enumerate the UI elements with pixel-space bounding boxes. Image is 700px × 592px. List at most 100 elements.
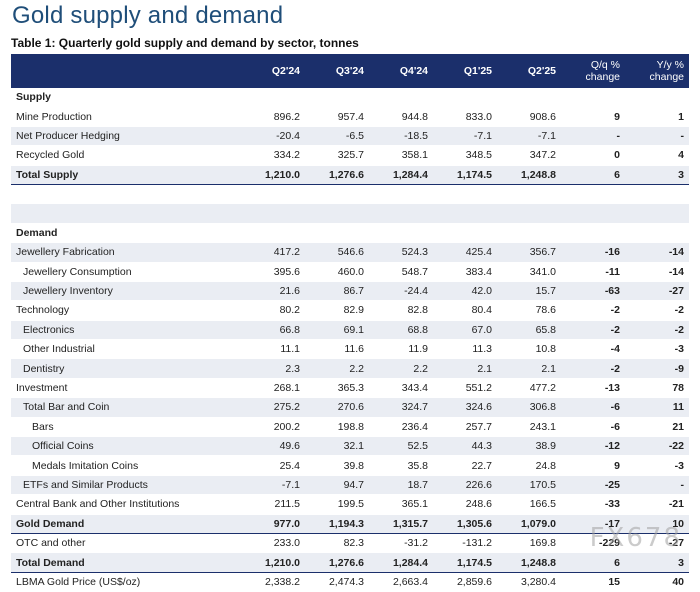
cell-value: 21.6 [241, 281, 305, 302]
table-row: Investment 268.1 365.3 343.4 551.2 477.2 -13 78 [11, 378, 689, 399]
cell-value: 944.8 [369, 106, 433, 127]
spacer-row [11, 184, 689, 205]
cell-value: -20.4 [241, 126, 305, 147]
cell-value: 1,284.4 [369, 165, 433, 185]
cell-value: 39.8 [305, 455, 369, 476]
watermark: FX678 [589, 523, 682, 553]
table-row: Total Supply 1,210.0 1,276.6 1,284.4 1,174.5… [11, 165, 689, 185]
header-q2-24: Q2'24 [241, 54, 305, 88]
row-label: Mine Production [11, 106, 241, 127]
cell-value: 365.3 [305, 378, 369, 399]
row-label: Electronics [11, 320, 241, 341]
row-label: Total Demand [11, 552, 241, 573]
table-row: LBMA Gold Price (US$/oz) 2,338.2 2,474.3 2,… [11, 572, 689, 592]
cell-value: 348.5 [433, 145, 497, 166]
cell-value: 35.8 [369, 455, 433, 476]
empty-cell [497, 223, 561, 244]
cell-qq-change: - [561, 126, 625, 147]
header-qq-change: Q/q % change [561, 54, 625, 88]
cell-yy-change: -3 [625, 455, 689, 476]
row-label: Medals Imitation Coins [11, 455, 241, 476]
cell-value: 383.4 [433, 262, 497, 282]
cell-qq-change: 15 [561, 572, 625, 592]
empty-cell [369, 223, 433, 244]
cell-value: 166.5 [497, 494, 561, 515]
table-row: Jewellery Consumption 395.6 460.0 548.7 383.… [11, 262, 689, 282]
cell-qq-change: 6 [561, 552, 625, 573]
cell-yy-change: -22 [625, 436, 689, 457]
cell-yy-change: - [625, 475, 689, 496]
cell-value: 10.8 [497, 339, 561, 360]
row-label: Technology [11, 300, 241, 321]
cell-value: 82.9 [305, 300, 369, 321]
cell-value: 94.7 [305, 475, 369, 496]
cell-value: 343.4 [369, 378, 433, 399]
header-q2-25: Q2'25 [497, 54, 561, 88]
table-row: Official Coins 49.6 32.1 52.5 44.3 38.9 -12 -22 [11, 436, 689, 457]
cell-value: 2.1 [497, 358, 561, 379]
empty-cell [433, 203, 497, 224]
header-qq-line2: change [585, 71, 620, 83]
empty-cell [561, 88, 625, 108]
cell-value: -31.2 [369, 533, 433, 554]
cell-value: 1,248.8 [497, 552, 561, 573]
cell-value: 200.2 [241, 417, 305, 438]
empty-cell [497, 184, 561, 205]
empty-cell [369, 203, 433, 224]
table-row: Central Bank and Other Institutions 211.5… [11, 494, 689, 515]
cell-value: 169.8 [497, 533, 561, 554]
cell-value: 1,174.5 [433, 165, 497, 185]
cell-value: 67.0 [433, 320, 497, 341]
cell-yy-change: 10 [625, 513, 689, 534]
table-row: Net Producer Hedging -20.4 -6.5 -18.5 -7.1 -7… [11, 126, 689, 147]
table-row: Dentistry 2.3 2.2 2.2 2.1 2.1 -2 -9 [11, 358, 689, 379]
cell-value: -131.2 [433, 533, 497, 554]
table-row: Total Bar and Coin 275.2 270.6 324.7 324.6 30… [11, 397, 689, 418]
row-label: Total Supply [11, 165, 241, 185]
cell-value: 833.0 [433, 106, 497, 127]
cell-value: 24.8 [497, 455, 561, 476]
cell-yy-change: -21 [625, 494, 689, 515]
empty-cell [497, 88, 561, 108]
cell-value: -7.1 [241, 475, 305, 496]
row-label: ETFs and Similar Products [11, 475, 241, 496]
cell-value: 1,276.6 [305, 165, 369, 185]
cell-yy-change: 3 [625, 165, 689, 185]
cell-value: 1,174.5 [433, 552, 497, 573]
cell-value: 477.2 [497, 378, 561, 399]
cell-value: 275.2 [241, 397, 305, 418]
cell-value: 977.0 [241, 513, 305, 534]
cell-value: 270.6 [305, 397, 369, 418]
empty-cell [369, 184, 433, 205]
cell-yy-change: -14 [625, 262, 689, 282]
cell-value: 395.6 [241, 262, 305, 282]
cell-value: 25.4 [241, 455, 305, 476]
cell-value: 44.3 [433, 436, 497, 457]
row-label: Official Coins [11, 436, 241, 457]
section-label: Demand [11, 223, 241, 244]
cell-value: 82.3 [305, 533, 369, 554]
cell-value: 226.6 [433, 475, 497, 496]
empty-cell [433, 184, 497, 205]
cell-value: 78.6 [497, 300, 561, 321]
cell-value: 2,338.2 [241, 572, 305, 592]
cell-yy-change: -2 [625, 300, 689, 321]
cell-qq-change: -63 [561, 281, 625, 302]
empty-cell [625, 184, 689, 205]
row-label: OTC and other [11, 533, 241, 554]
cell-value: 236.4 [369, 417, 433, 438]
cell-value: 1,248.8 [497, 165, 561, 185]
spacer-row [11, 203, 689, 224]
cell-value: 908.6 [497, 106, 561, 127]
cell-qq-change: 0 [561, 145, 625, 166]
row-label: Jewellery Consumption [11, 262, 241, 282]
empty-cell [11, 184, 241, 205]
cell-value: 82.8 [369, 300, 433, 321]
cell-qq-change: -2 [561, 358, 625, 379]
cell-value: -24.4 [369, 281, 433, 302]
table-row: Total Demand 1,210.0 1,276.6 1,284.4 1,174.5… [11, 552, 689, 573]
cell-value: 1,315.7 [369, 513, 433, 534]
cell-value: 52.5 [369, 436, 433, 457]
cell-value: 38.9 [497, 436, 561, 457]
cell-value: 2.2 [369, 358, 433, 379]
